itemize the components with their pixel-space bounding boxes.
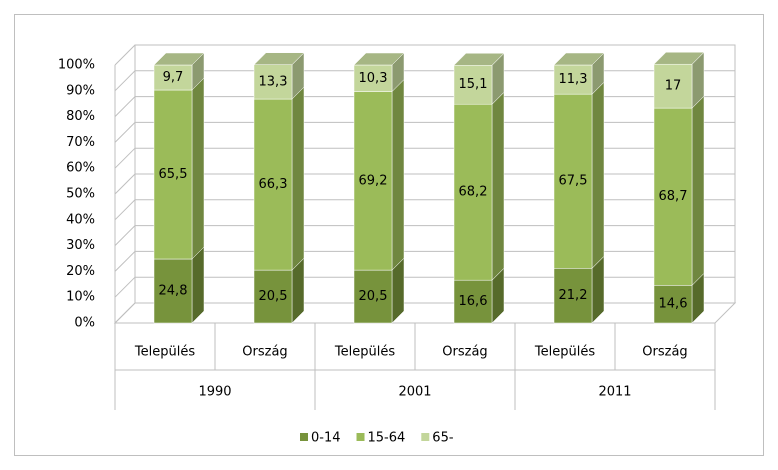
grid-line bbox=[114, 121, 735, 143]
data-label: 65,5 bbox=[159, 167, 188, 182]
x-tick-label: Ország bbox=[642, 345, 687, 360]
data-label: 16,6 bbox=[459, 294, 488, 309]
grid-line bbox=[114, 199, 735, 221]
bar bbox=[553, 268, 593, 324]
grid-line bbox=[114, 96, 735, 117]
y-tick-label: 10% bbox=[66, 290, 95, 305]
data-label: 15,1 bbox=[459, 77, 488, 92]
grid-line bbox=[114, 147, 735, 169]
bar-top bbox=[553, 52, 605, 66]
x-tick-label: Település bbox=[534, 345, 595, 360]
bar-top bbox=[353, 52, 405, 66]
x-tick-label: Ország bbox=[442, 345, 487, 360]
grid-line bbox=[114, 44, 735, 66]
y-tick-label: 20% bbox=[66, 264, 95, 279]
data-label: 20,5 bbox=[359, 289, 388, 304]
group-label: 2011 bbox=[598, 385, 631, 400]
data-label: 10,3 bbox=[359, 71, 388, 86]
y-tick-label: 90% bbox=[66, 83, 95, 98]
bar-top bbox=[453, 53, 505, 66]
bar bbox=[553, 93, 593, 269]
y-tick-label: 70% bbox=[66, 135, 95, 150]
group-label: 2001 bbox=[398, 385, 431, 400]
data-label: 17 bbox=[665, 79, 682, 94]
bar bbox=[453, 65, 493, 105]
bar bbox=[353, 64, 393, 92]
data-label: 69,2 bbox=[359, 173, 388, 188]
bar-side bbox=[691, 95, 705, 286]
grid-line bbox=[114, 276, 735, 298]
bar-side bbox=[491, 91, 505, 281]
legend-swatch bbox=[300, 433, 308, 441]
data-label: 20,5 bbox=[259, 289, 288, 304]
bar-side bbox=[591, 81, 605, 269]
y-tick-label: 100% bbox=[58, 58, 95, 73]
data-label: 13,3 bbox=[259, 74, 288, 89]
data-label: 68,2 bbox=[459, 185, 488, 200]
bar bbox=[253, 269, 293, 324]
bar bbox=[453, 279, 493, 324]
bar-side bbox=[191, 77, 205, 260]
legend-swatch bbox=[356, 433, 365, 441]
bar bbox=[653, 285, 693, 324]
bar bbox=[253, 64, 293, 100]
data-label: 67,5 bbox=[559, 174, 588, 189]
legend-label: 65- bbox=[432, 431, 454, 446]
bar bbox=[553, 64, 593, 95]
data-label: 14,6 bbox=[659, 297, 688, 312]
data-label: 24,8 bbox=[159, 284, 188, 299]
bar bbox=[253, 98, 293, 271]
bar-side bbox=[391, 78, 405, 271]
bar-top bbox=[253, 52, 305, 65]
x-tick-label: Település bbox=[334, 345, 395, 360]
bar bbox=[153, 258, 193, 324]
bar bbox=[353, 91, 393, 271]
y-tick-label: 50% bbox=[66, 187, 95, 202]
grid-line bbox=[114, 302, 735, 324]
y-tick-label: 40% bbox=[66, 212, 95, 227]
grid-line bbox=[114, 225, 735, 246]
bar bbox=[153, 89, 193, 260]
y-tick-label: 80% bbox=[66, 109, 95, 124]
data-label: 11,3 bbox=[559, 72, 588, 87]
bar-top bbox=[653, 51, 705, 65]
y-tick-label: 30% bbox=[66, 238, 95, 253]
legend-label: 15-64 bbox=[368, 431, 406, 446]
grid-line bbox=[114, 70, 735, 92]
group-label: 1990 bbox=[198, 385, 231, 400]
data-label: 9,7 bbox=[163, 70, 184, 85]
y-tick-label: 60% bbox=[66, 161, 95, 176]
bar bbox=[453, 103, 493, 281]
grid-line bbox=[114, 250, 735, 272]
bar-side bbox=[291, 86, 305, 271]
data-label: 68,7 bbox=[659, 189, 688, 204]
bar bbox=[353, 269, 393, 324]
legend-label: 0-14 bbox=[311, 431, 341, 446]
y-tick-label: 0% bbox=[74, 316, 95, 331]
x-tick-label: Település bbox=[134, 345, 195, 360]
legend-swatch bbox=[421, 433, 430, 441]
bar-top bbox=[153, 52, 205, 66]
data-label: 66,3 bbox=[259, 177, 288, 192]
bar-side bbox=[191, 246, 205, 324]
x-tick-label: Ország bbox=[242, 345, 287, 360]
data-label: 21,2 bbox=[559, 288, 588, 303]
grid-line bbox=[114, 173, 735, 195]
